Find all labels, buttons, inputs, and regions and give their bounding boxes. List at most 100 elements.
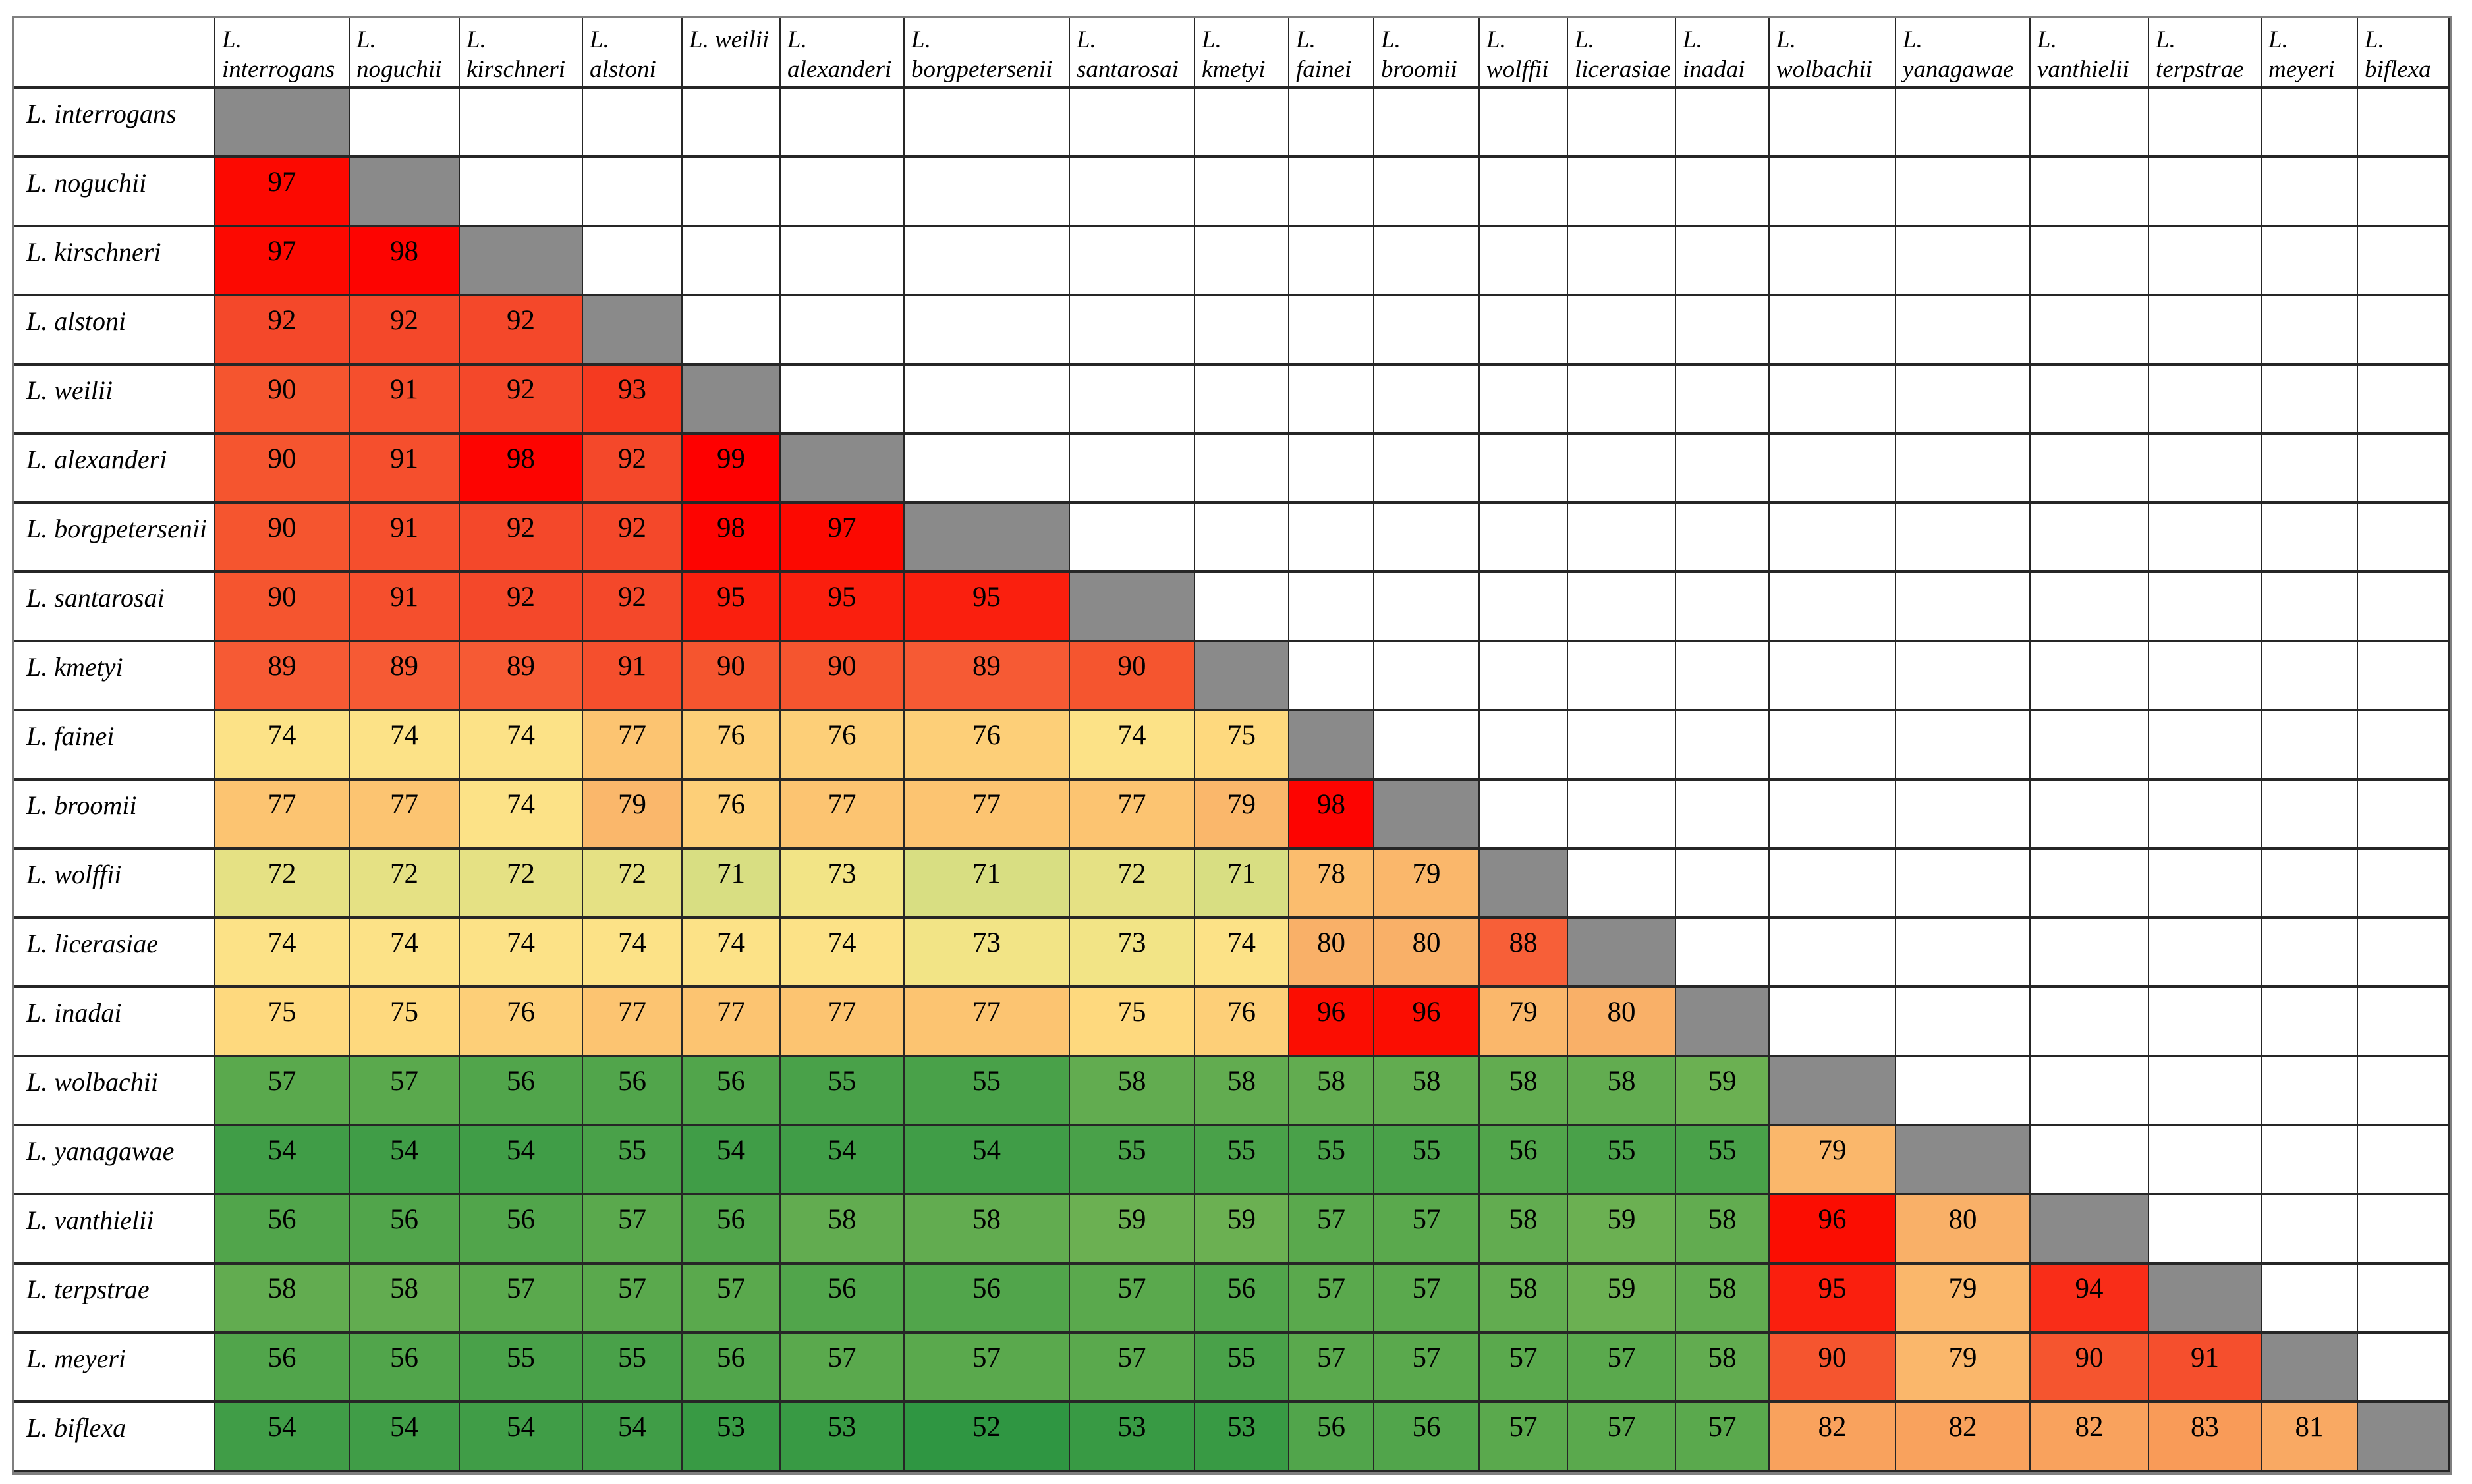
matrix-cell: 91 — [2149, 1334, 2262, 1403]
empty-cell — [1568, 850, 1676, 919]
empty-cell — [2149, 504, 2262, 573]
row-label: L. alstoni — [14, 296, 215, 366]
empty-cell — [1374, 642, 1480, 711]
empty-cell — [1770, 89, 1896, 158]
empty-cell — [2358, 1265, 2450, 1334]
empty-cell — [781, 89, 905, 158]
matrix-cell: 79 — [1770, 1126, 1896, 1195]
matrix-cell: 55 — [1374, 1126, 1480, 1195]
matrix-cell: 56 — [1374, 1403, 1480, 1472]
matrix-cell: 59 — [1070, 1195, 1195, 1265]
empty-cell — [781, 227, 905, 296]
matrix-cell: 77 — [1070, 781, 1195, 850]
empty-cell — [2031, 573, 2149, 642]
row-label: L. terpstrae — [14, 1265, 215, 1334]
empty-cell — [1676, 435, 1770, 504]
empty-cell — [2358, 850, 2450, 919]
empty-cell — [2358, 89, 2450, 158]
matrix-cell: 75 — [350, 988, 460, 1057]
empty-cell — [683, 296, 781, 366]
empty-cell — [905, 158, 1070, 227]
empty-cell — [1770, 988, 1896, 1057]
empty-cell — [1195, 227, 1289, 296]
empty-cell — [2358, 919, 2450, 988]
empty-cell — [2149, 711, 2262, 781]
matrix-cell: 82 — [1896, 1403, 2031, 1472]
diagonal-cell — [683, 366, 781, 435]
empty-cell — [1374, 573, 1480, 642]
matrix-cell: 56 — [1480, 1126, 1568, 1195]
empty-cell — [1568, 711, 1676, 781]
empty-cell — [2358, 642, 2450, 711]
empty-cell — [1374, 158, 1480, 227]
diagonal-cell — [781, 435, 905, 504]
matrix-cell: 54 — [215, 1403, 350, 1472]
empty-cell — [2262, 435, 2358, 504]
empty-cell — [1896, 573, 2031, 642]
empty-cell — [2262, 1126, 2358, 1195]
row-label: L. alexanderi — [14, 435, 215, 504]
matrix-cell: 80 — [1374, 919, 1480, 988]
matrix-cell: 79 — [1195, 781, 1289, 850]
empty-cell — [2031, 1126, 2149, 1195]
column-header: L. alstoni — [583, 18, 683, 89]
empty-cell — [1289, 366, 1374, 435]
empty-cell — [1770, 158, 1896, 227]
matrix-cell: 58 — [1676, 1334, 1770, 1403]
empty-cell — [2358, 1195, 2450, 1265]
empty-cell — [2149, 781, 2262, 850]
matrix-cell: 76 — [683, 711, 781, 781]
column-header: L. meyeri — [2262, 18, 2358, 89]
matrix-cell: 72 — [583, 850, 683, 919]
matrix-cell: 77 — [905, 781, 1070, 850]
matrix-cell: 89 — [905, 642, 1070, 711]
matrix-cell: 58 — [1070, 1057, 1195, 1126]
matrix-cell: 92 — [460, 296, 583, 366]
matrix-cell: 91 — [350, 435, 460, 504]
matrix-cell: 56 — [583, 1057, 683, 1126]
row-label: L. interrogans — [14, 89, 215, 158]
empty-cell — [2031, 435, 2149, 504]
matrix-cell: 91 — [350, 573, 460, 642]
matrix-cell: 98 — [683, 504, 781, 573]
diagonal-cell — [350, 158, 460, 227]
empty-cell — [1676, 781, 1770, 850]
matrix-cell: 54 — [460, 1403, 583, 1472]
matrix-cell: 92 — [583, 504, 683, 573]
empty-cell — [2031, 296, 2149, 366]
matrix-cell: 54 — [905, 1126, 1070, 1195]
empty-cell — [1568, 573, 1676, 642]
empty-cell — [1770, 850, 1896, 919]
empty-cell — [1676, 227, 1770, 296]
matrix-cell: 98 — [350, 227, 460, 296]
empty-cell — [1374, 504, 1480, 573]
empty-cell — [1195, 504, 1289, 573]
matrix-cell: 90 — [1770, 1334, 1896, 1403]
empty-cell — [2031, 1057, 2149, 1126]
empty-cell — [2031, 642, 2149, 711]
empty-cell — [2358, 296, 2450, 366]
empty-cell — [2358, 1334, 2450, 1403]
matrix-cell: 57 — [1289, 1195, 1374, 1265]
matrix-cell: 58 — [1374, 1057, 1480, 1126]
empty-cell — [1770, 642, 1896, 711]
empty-cell — [1480, 366, 1568, 435]
column-header: L. vanthielii — [2031, 18, 2149, 89]
empty-cell — [1289, 642, 1374, 711]
empty-cell — [583, 227, 683, 296]
matrix-cell: 58 — [1568, 1057, 1676, 1126]
empty-cell — [1480, 89, 1568, 158]
empty-cell — [2149, 573, 2262, 642]
empty-cell — [1070, 366, 1195, 435]
matrix-cell: 72 — [215, 850, 350, 919]
column-header: L. inadai — [1676, 18, 1770, 89]
matrix-cell: 55 — [1568, 1126, 1676, 1195]
empty-cell — [1195, 89, 1289, 158]
matrix-cell: 73 — [1070, 919, 1195, 988]
matrix-cell: 95 — [1770, 1265, 1896, 1334]
diagonal-cell — [2262, 1334, 2358, 1403]
matrix-cell: 57 — [1676, 1403, 1770, 1472]
matrix-cell: 74 — [1070, 711, 1195, 781]
row-label: L. biflexa — [14, 1403, 215, 1472]
matrix-cell: 92 — [215, 296, 350, 366]
